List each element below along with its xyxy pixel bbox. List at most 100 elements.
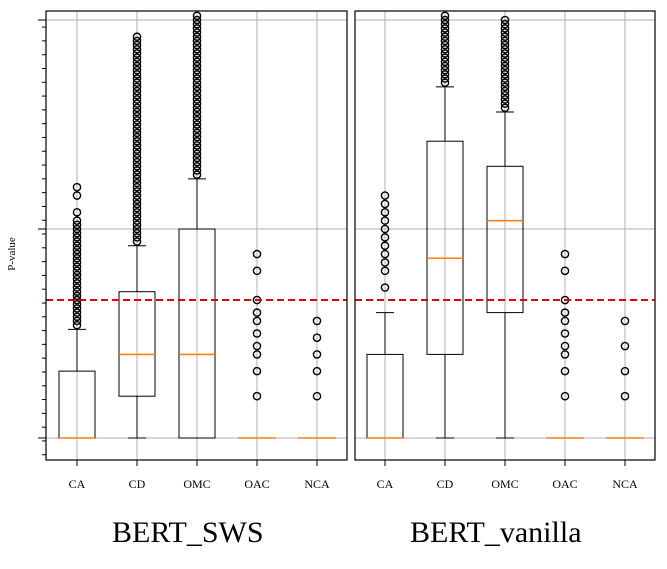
outlier-point bbox=[252, 341, 262, 351]
box bbox=[426, 140, 464, 355]
box-group-vanilla-nca bbox=[606, 316, 644, 439]
outlier-point bbox=[500, 40, 510, 50]
outlier-point bbox=[192, 49, 202, 58]
outlier-point bbox=[252, 329, 262, 338]
outlier-point bbox=[500, 57, 510, 67]
outlier-point bbox=[192, 120, 202, 129]
x-tick-label-sws-nca: NCA bbox=[304, 477, 330, 491]
outlier-point bbox=[440, 53, 450, 62]
outlier-point bbox=[132, 170, 142, 179]
outlier-point bbox=[500, 99, 510, 108]
outlier-point bbox=[500, 53, 510, 62]
outlier-point bbox=[132, 57, 142, 67]
outlier-point bbox=[192, 57, 202, 67]
outlier-point bbox=[72, 241, 82, 251]
outlier-point bbox=[440, 15, 450, 25]
outlier-point bbox=[192, 74, 202, 83]
x-tick-label-sws-omc: OMC bbox=[183, 477, 210, 491]
outlier-point bbox=[132, 178, 142, 188]
outlier-point bbox=[440, 74, 450, 83]
outlier-point bbox=[72, 320, 82, 330]
outlier-point bbox=[560, 341, 570, 351]
outlier-point bbox=[132, 216, 142, 225]
outlier-point bbox=[132, 95, 142, 104]
panel-bert-sws: CA CD OMC OAC NCA bbox=[38, 10, 348, 491]
outlier-point bbox=[380, 207, 390, 217]
outlier-point bbox=[440, 61, 450, 71]
outlier-point bbox=[192, 107, 202, 117]
outlier-point bbox=[192, 19, 202, 29]
outlier-point bbox=[132, 82, 142, 92]
outlier-point bbox=[72, 182, 82, 192]
outlier-point bbox=[440, 24, 450, 33]
outlier-point bbox=[500, 78, 510, 87]
outlier-point bbox=[72, 253, 82, 263]
outlier-point bbox=[252, 316, 262, 326]
outlier-point bbox=[132, 136, 142, 146]
outlier-point bbox=[132, 199, 142, 209]
x-tick-label-vanilla-nca: NCA bbox=[612, 477, 638, 491]
box-group-sws-nca bbox=[298, 316, 336, 439]
x-tick-label-vanilla-omc: OMC bbox=[491, 477, 518, 491]
outlier-point bbox=[192, 70, 202, 79]
outlier-point bbox=[440, 44, 450, 54]
outlier-point bbox=[560, 316, 570, 326]
outlier-point bbox=[500, 70, 510, 79]
outlier-point bbox=[192, 170, 202, 179]
outlier-point bbox=[192, 132, 202, 142]
outlier-point bbox=[252, 366, 262, 376]
outlier-point bbox=[132, 36, 142, 46]
outlier-point bbox=[132, 224, 142, 234]
outlier-point bbox=[72, 270, 82, 280]
outlier-point bbox=[192, 40, 202, 50]
outlier-point bbox=[132, 203, 142, 213]
outlier-point bbox=[252, 266, 262, 276]
outlier-point bbox=[132, 145, 142, 154]
outlier-point bbox=[500, 61, 510, 71]
x-tick-label-vanilla-oac: OAC bbox=[552, 477, 577, 491]
box-group-vanilla-ca bbox=[366, 191, 404, 439]
outlier-point bbox=[132, 182, 142, 192]
outlier-point bbox=[72, 304, 82, 313]
outlier-point bbox=[72, 224, 82, 234]
outlier-point bbox=[192, 44, 202, 54]
outlier-point bbox=[132, 149, 142, 159]
outlier-point bbox=[132, 128, 142, 138]
chart-title-bert-sws: BERT_SWS bbox=[112, 516, 264, 549]
outlier-point bbox=[192, 65, 202, 75]
outlier-point bbox=[620, 341, 630, 351]
outlier-point bbox=[312, 316, 322, 326]
outlier-point bbox=[192, 36, 202, 46]
outlier-point bbox=[380, 191, 390, 200]
outlier-point bbox=[132, 174, 142, 184]
x-tick-label-sws-oac: OAC bbox=[244, 477, 269, 491]
outlier-point bbox=[252, 249, 262, 259]
outlier-point bbox=[72, 245, 82, 255]
outlier-point bbox=[132, 103, 142, 113]
outlier-point bbox=[132, 44, 142, 54]
outlier-point bbox=[380, 249, 390, 259]
outlier-point bbox=[192, 99, 202, 108]
box-group-sws-ca bbox=[58, 182, 96, 439]
x-tick-label-vanilla-cd: CD bbox=[437, 477, 454, 491]
outlier-point bbox=[500, 90, 510, 100]
outlier-point bbox=[192, 61, 202, 71]
outlier-point bbox=[312, 391, 322, 401]
box-group-sws-oac bbox=[238, 249, 276, 439]
outlier-point bbox=[560, 391, 570, 401]
outlier-point bbox=[192, 78, 202, 87]
outlier-point bbox=[72, 312, 82, 322]
outlier-point bbox=[192, 157, 202, 167]
outlier-point bbox=[72, 207, 82, 217]
outlier-point bbox=[72, 237, 82, 246]
outlier-point bbox=[132, 111, 142, 121]
outlier-point bbox=[72, 216, 82, 225]
outlier-point bbox=[192, 28, 202, 37]
outlier-point bbox=[620, 391, 630, 401]
outlier-point bbox=[500, 36, 510, 46]
outlier-point bbox=[500, 95, 510, 104]
outlier-point bbox=[560, 350, 570, 359]
outlier-point bbox=[192, 90, 202, 100]
outlier-point bbox=[252, 350, 262, 359]
outlier-point bbox=[132, 116, 142, 125]
